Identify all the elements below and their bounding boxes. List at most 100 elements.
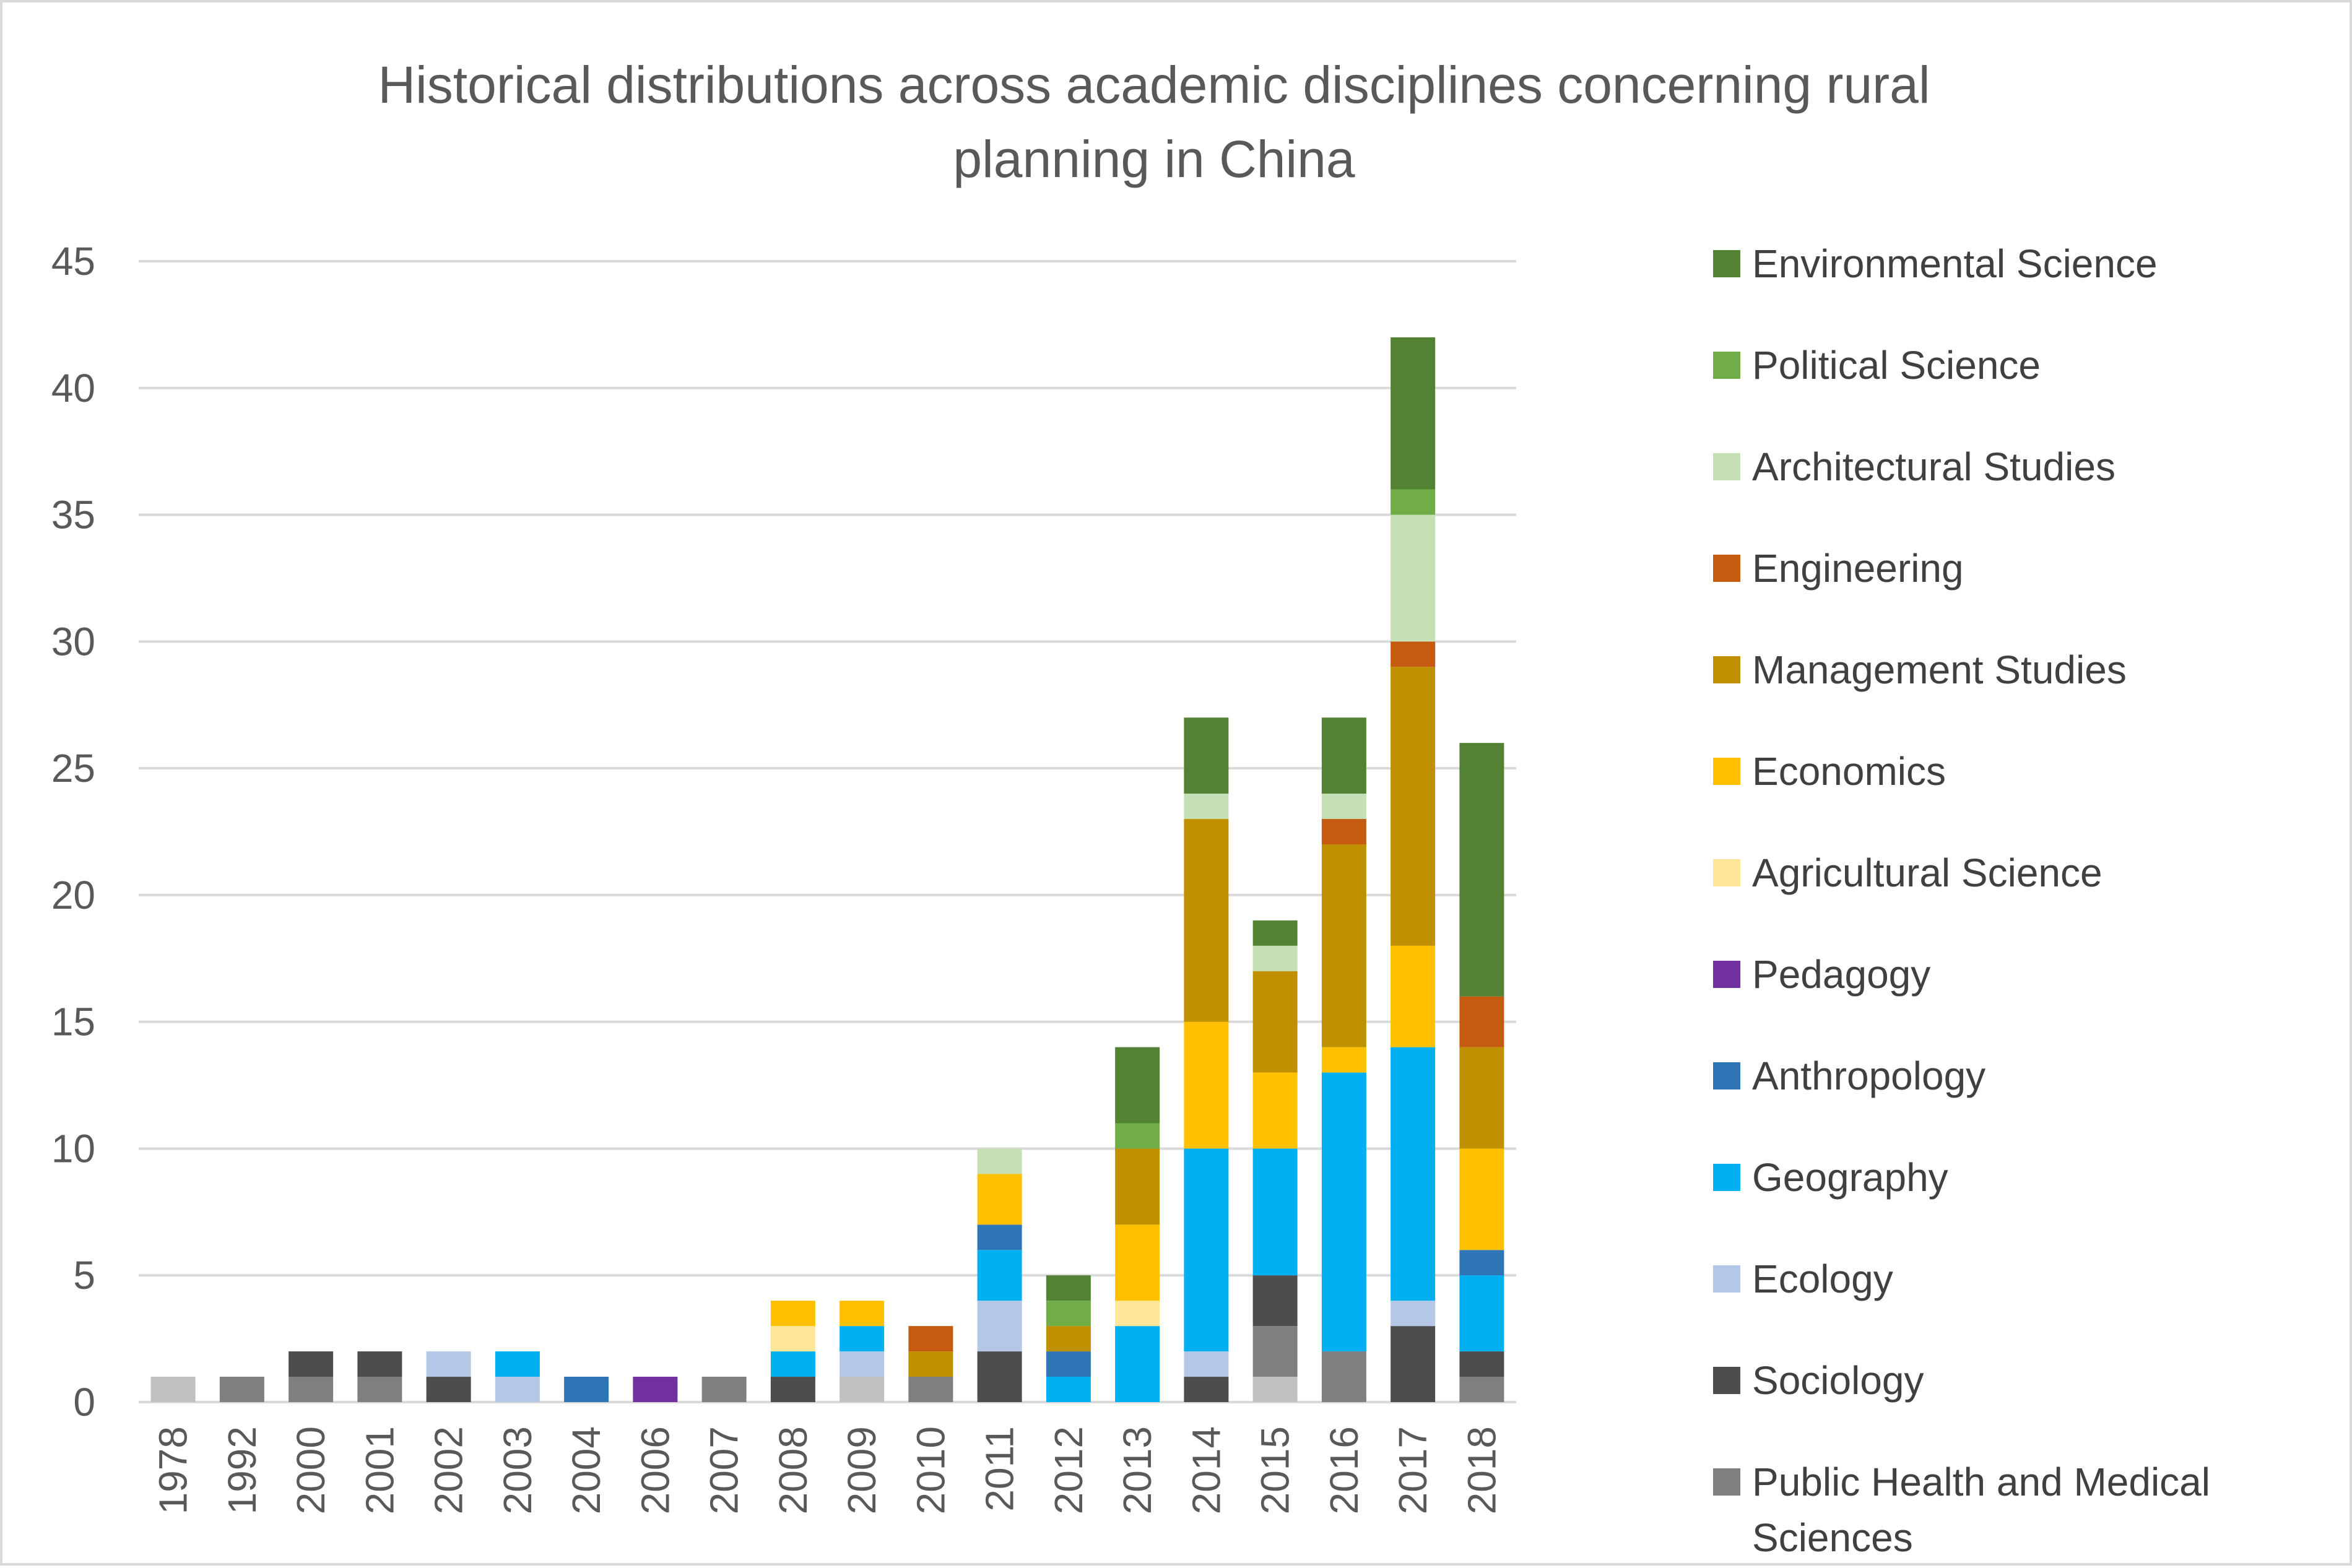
- chart-title-line-1: Historical distributions across academic…: [378, 56, 1930, 114]
- bar-2016-management-studies: [1321, 844, 1366, 1047]
- bar-2018-management-studies: [1459, 1047, 1504, 1149]
- legend-label-public-health-and-medical-sciences: Sciences: [1752, 1515, 1913, 1560]
- x-tick-label: 2009: [840, 1426, 884, 1514]
- x-tick-label: 2011: [978, 1426, 1022, 1512]
- bar-2009-geography: [840, 1326, 885, 1352]
- y-tick-label: 35: [51, 493, 95, 537]
- y-tick-label: 40: [51, 366, 95, 410]
- bar-2000-sociology: [289, 1351, 334, 1377]
- x-tick-label: 1978: [151, 1426, 196, 1514]
- bar-2011-economics: [977, 1174, 1022, 1225]
- bar-2013-environmental-science: [1115, 1047, 1160, 1124]
- x-tick-label: 2017: [1391, 1426, 1435, 1514]
- legend-label-economics: Economics: [1752, 749, 1946, 794]
- legend-label-political-science: Political Science: [1752, 343, 2041, 388]
- legend-swatch-architectural-studies: [1713, 453, 1740, 480]
- legend: Environmental Science Political Science Ar…: [1713, 241, 2210, 1560]
- legend-swatch-geography: [1713, 1164, 1740, 1191]
- bar-2014-environmental-science: [1184, 717, 1229, 794]
- legend-label-environmental-science: Environmental Science: [1752, 241, 2158, 286]
- bars: [150, 337, 1504, 1402]
- y-tick-label: 15: [51, 1000, 95, 1044]
- legend-swatch-economics: [1713, 758, 1740, 785]
- x-tick-label: 2008: [771, 1426, 815, 1514]
- bar-2017-environmental-science: [1391, 337, 1436, 490]
- bar-2015-environmental-science: [1252, 920, 1298, 946]
- legend-label-management-studies: Management Studies: [1752, 648, 2127, 692]
- legend-label-public-health-and-medical-sciences: Public Health and Medical: [1752, 1460, 2210, 1504]
- y-tick-label: 45: [51, 239, 95, 284]
- bar-2011-sociology: [977, 1351, 1022, 1402]
- legend-label-architectural-studies: Architectural Studies: [1752, 444, 2115, 489]
- bar-2015-management-studies: [1252, 971, 1298, 1073]
- bar-2016-architectural-studies: [1321, 794, 1366, 820]
- legend-swatch-pedagogy: [1713, 961, 1740, 988]
- legend-swatch-environmental-science: [1713, 250, 1740, 277]
- bar-2018-anthropology: [1459, 1250, 1504, 1276]
- bar-2015-public-health-and-medical-sciences: [1252, 1326, 1298, 1377]
- bar-2002-sociology: [426, 1377, 471, 1402]
- bar-2011-ecology: [977, 1301, 1022, 1352]
- y-tick-label: 10: [51, 1126, 95, 1171]
- y-tick-label: 20: [51, 873, 95, 917]
- bar-2015-economics: [1252, 1072, 1298, 1149]
- bar-2010-public-health-and-medical-sciences: [908, 1377, 953, 1402]
- legend-swatch-public-health-and-medical-sciences: [1713, 1468, 1740, 1496]
- bar-2011-geography: [977, 1250, 1022, 1301]
- x-tick-label: 2007: [702, 1426, 747, 1514]
- bar-2001-public-health-and-medical-sciences: [357, 1377, 402, 1402]
- bar-2014-geography: [1184, 1148, 1229, 1352]
- x-axis: 1978 1992 2000 2001 2002 2003 2004 2006 2007 2008…: [151, 1426, 1504, 1514]
- bar-2017-economics: [1391, 945, 1436, 1047]
- x-tick-label: 2006: [633, 1426, 677, 1514]
- bar-2010-engineering: [908, 1326, 953, 1352]
- bar-2016-economics: [1321, 1047, 1366, 1073]
- bar-2018-economics: [1459, 1148, 1504, 1250]
- bar-2017-sociology: [1391, 1326, 1436, 1402]
- bar-2003-ecology: [495, 1377, 540, 1402]
- bar-2015-architectural-studies: [1252, 945, 1298, 971]
- x-tick-label: 2003: [495, 1426, 540, 1514]
- bar-2017-engineering: [1391, 641, 1436, 667]
- x-tick-label: 2015: [1253, 1426, 1298, 1514]
- bar-2017-geography: [1391, 1047, 1436, 1301]
- legend-swatch-management-studies: [1713, 656, 1740, 683]
- bar-2002-ecology: [426, 1351, 471, 1377]
- bar-2012-geography: [1046, 1377, 1091, 1402]
- legend-swatch-political-science: [1713, 352, 1740, 379]
- bar-2008-agricultural-science: [770, 1326, 815, 1352]
- legend-swatch-agricultural-science: [1713, 859, 1740, 886]
- x-tick-label: 2010: [908, 1426, 953, 1514]
- bar-2008-geography: [770, 1351, 815, 1377]
- bar-2015-unclassified: [1252, 1377, 1298, 1402]
- x-tick-label: 2004: [564, 1426, 609, 1514]
- y-tick-label: 25: [51, 746, 95, 790]
- y-tick-label: 30: [51, 619, 95, 664]
- x-tick-label: 2018: [1459, 1426, 1504, 1514]
- bar-2009-unclassified: [840, 1377, 885, 1402]
- bar-2007-public-health-and-medical-sciences: [701, 1377, 747, 1402]
- bar-2013-agricultural-science: [1115, 1301, 1160, 1327]
- bar-2018-environmental-science: [1459, 743, 1504, 997]
- bar-2011-anthropology: [977, 1224, 1022, 1250]
- bar-1978-unclassified: [150, 1377, 196, 1402]
- legend-label-ecology: Ecology: [1752, 1257, 1893, 1301]
- legend-swatch-sociology: [1713, 1367, 1740, 1394]
- bar-2017-political-science: [1391, 489, 1436, 515]
- bar-2016-public-health-and-medical-sciences: [1321, 1351, 1366, 1402]
- bar-1992-public-health-and-medical-sciences: [219, 1377, 264, 1402]
- bar-2004-anthropology: [564, 1377, 609, 1402]
- legend-label-anthropology: Anthropology: [1752, 1054, 1985, 1098]
- bar-2010-management-studies: [908, 1351, 953, 1377]
- bar-2012-political-science: [1046, 1301, 1091, 1327]
- bar-2003-geography: [495, 1351, 540, 1377]
- bar-2009-economics: [840, 1301, 885, 1327]
- legend-swatch-anthropology: [1713, 1062, 1740, 1089]
- legend-label-engineering: Engineering: [1752, 546, 1964, 591]
- bar-2013-economics: [1115, 1224, 1160, 1301]
- bar-2014-management-studies: [1184, 819, 1229, 1022]
- x-tick-label: 2013: [1115, 1426, 1160, 1514]
- bar-2016-environmental-science: [1321, 717, 1366, 794]
- x-tick-label: 2012: [1046, 1426, 1091, 1514]
- x-tick-label: 2016: [1322, 1426, 1366, 1514]
